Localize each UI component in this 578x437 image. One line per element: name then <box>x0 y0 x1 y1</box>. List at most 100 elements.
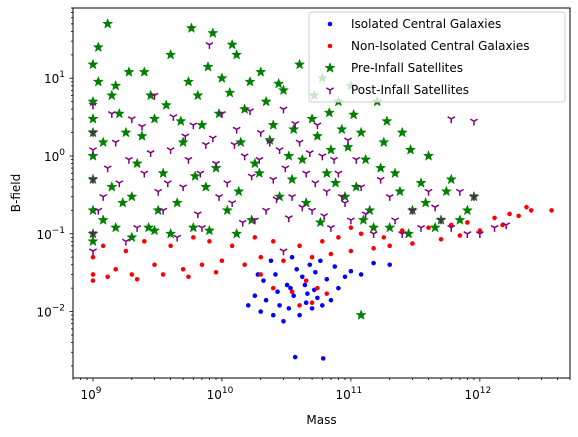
pre-infall-satellite-point <box>231 227 243 239</box>
non-isolated-central-point <box>90 254 96 260</box>
pre-infall-satellite-point <box>306 112 318 124</box>
pre-infall-satellite-point <box>157 167 169 179</box>
pre-infall-satellite-point <box>404 143 417 155</box>
non-isolated-central-point <box>303 278 309 283</box>
isolated-central-point <box>291 293 296 299</box>
post-infall-satellite-point <box>193 211 202 219</box>
isolated-central-point <box>292 354 298 360</box>
pre-infall-satellite-point <box>200 181 212 192</box>
post-infall-satellite-point <box>346 217 355 225</box>
isolated-central-point <box>263 297 269 303</box>
post-infall-satellite-point <box>291 121 300 128</box>
post-infall-satellite-point <box>391 217 400 225</box>
post-infall-satellite-point <box>181 133 190 141</box>
pre-infall-satellite-point <box>136 130 148 141</box>
isolated-central-point <box>252 293 258 299</box>
pre-infall-satellite-point <box>336 123 348 135</box>
pre-infall-satellite-point <box>339 190 351 202</box>
pre-infall-satellite-point <box>246 214 258 225</box>
isolated-central-point <box>300 274 305 280</box>
pre-infall-satellite-point <box>445 173 457 185</box>
isolated-central-point <box>273 272 278 277</box>
pre-infall-satellite-point <box>175 115 187 127</box>
pre-infall-satellite-point <box>415 177 427 188</box>
isolated-central-point <box>336 285 341 291</box>
isolated-central-point <box>277 303 282 308</box>
legend-label-non-isolated: Non-Isolated Central Galaxies <box>351 39 530 53</box>
isolated-central-point <box>281 319 286 324</box>
pre-infall-satellite-point <box>87 58 99 70</box>
pre-infall-satellite-point <box>213 107 225 119</box>
pre-infall-satellite-point <box>97 136 109 148</box>
post-infall-satellite-point <box>124 156 133 164</box>
pre-infall-satellite-point <box>187 221 199 233</box>
pre-infall-satellite-point <box>420 196 432 208</box>
post-infall-satellite-point <box>127 116 136 124</box>
pre-infall-satellite-point <box>364 204 376 216</box>
non-isolated-central-point <box>242 262 247 268</box>
post-infall-satellite-point <box>376 176 385 184</box>
non-isolated-central-point <box>252 235 258 240</box>
pre-infall-satellite-point <box>394 185 406 197</box>
post-infall-satellite-point <box>197 224 206 232</box>
y-tick-label: 101 <box>44 70 65 86</box>
pre-infall-satellite-point <box>126 231 138 243</box>
x-tick-label: 109 <box>80 386 101 402</box>
post-infall-satellite-point <box>361 211 370 219</box>
post-infall-satellite-point <box>475 231 484 238</box>
pre-infall-satellite-point <box>196 119 208 130</box>
isolated-central-point <box>288 285 293 291</box>
pre-infall-satellite-point <box>454 214 466 225</box>
isolated-central-point <box>348 268 354 274</box>
post-infall-satellite-point <box>295 139 304 147</box>
isolated-central-point <box>245 303 251 308</box>
pre-infall-satellite-point <box>131 157 143 169</box>
x-tick-label: 1011 <box>336 386 363 402</box>
isolated-central-point <box>261 278 266 283</box>
pre-infall-satellite-point <box>202 60 214 72</box>
post-infall-satellite-point <box>408 207 417 215</box>
pre-infall-satellite-point <box>381 115 393 127</box>
pre-infall-satellite-point <box>293 58 306 70</box>
non-isolated-central-point <box>516 213 521 219</box>
non-isolated-central-point <box>371 246 376 251</box>
non-isolated-central-point <box>180 266 186 272</box>
post-infall-satellite-point <box>240 153 249 161</box>
legend-box <box>308 11 566 103</box>
pre-infall-satellite-point <box>348 108 360 120</box>
pre-infall-satellite-point <box>148 112 161 124</box>
pre-infall-satellite-point <box>189 170 201 182</box>
non-isolated-central-point <box>387 243 393 249</box>
isolated-central-point <box>371 260 376 266</box>
post-infall-satellite-point <box>369 231 378 239</box>
isolated-central-point <box>387 262 393 268</box>
legend-label-isolated: Isolated Central Galaxies <box>351 17 501 31</box>
post-infall-satellite-point <box>250 217 259 225</box>
non-isolated-central-point <box>297 303 302 308</box>
isolated-central-point <box>297 312 302 318</box>
pre-infall-satellite-point <box>106 89 118 101</box>
pre-infall-satellite-point <box>92 41 104 53</box>
pre-infall-satellite-point <box>359 153 372 165</box>
non-isolated-central-point <box>319 239 325 244</box>
post-infall-satellite-point <box>385 193 394 201</box>
non-isolated-central-point <box>438 236 444 242</box>
post-infall-satellite-point <box>340 200 350 208</box>
pre-infall-satellite-point <box>87 95 99 107</box>
pre-infall-satellite-point <box>192 89 204 101</box>
pre-infall-satellite-point <box>288 123 300 135</box>
post-infall-satellite-point <box>288 193 297 201</box>
isolated-central-point <box>358 272 364 277</box>
post-infall-satellite-point <box>88 231 97 239</box>
isolated-central-point <box>307 262 313 268</box>
post-infall-satellite-point <box>262 207 271 215</box>
pre-infall-satellite-point <box>314 216 327 228</box>
post-infall-satellite-point <box>330 156 339 164</box>
post-infall-satellite-point <box>88 147 97 155</box>
isolated-central-point <box>332 264 338 269</box>
pre-infall-satellite-point <box>171 196 183 208</box>
post-infall-satellite-point <box>255 156 264 164</box>
post-infall-satellite-point <box>337 193 346 201</box>
legend-label-post-infall: Post-Infall Satellites <box>351 83 469 97</box>
